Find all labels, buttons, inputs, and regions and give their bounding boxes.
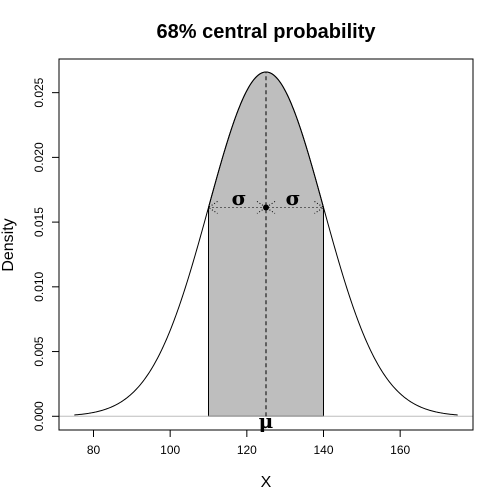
sigma-arrowhead-right [314, 201, 325, 214]
sigma-left-label: σ [232, 186, 247, 210]
plot-area [59, 71, 473, 417]
y-tick-label: 0.020 [32, 142, 46, 172]
sigma-arrowhead-center-right [265, 201, 276, 214]
sigma-arrowhead-center-left [256, 201, 267, 214]
y-tick-label: 0.005 [32, 336, 46, 366]
y-axis: 0.000 0.005 0.010 0.015 0.020 0.025 [32, 77, 59, 431]
y-tick-label: 0.010 [32, 271, 46, 301]
sigma-arrowhead-left [207, 201, 218, 214]
y-tick-label: 0.025 [32, 77, 46, 107]
x-tick-label: 100 [160, 443, 180, 457]
x-tick-label: 160 [390, 443, 410, 457]
mean-point [263, 204, 269, 211]
chart-title: 68% central probability [157, 21, 377, 43]
mu-label: μ [259, 409, 274, 433]
x-axis-label: X [261, 474, 272, 491]
x-axis: 80 100 120 140 160 [87, 430, 410, 457]
y-tick-label: 0.015 [32, 207, 46, 237]
y-tick-label: 0.000 [32, 401, 46, 431]
x-tick-label: 140 [313, 443, 333, 457]
sigma-right-label: σ [286, 186, 301, 210]
y-axis-label: Density [0, 218, 17, 271]
plot-frame [58, 58, 474, 431]
x-tick-label: 80 [87, 443, 101, 457]
x-tick-label: 120 [237, 443, 257, 457]
